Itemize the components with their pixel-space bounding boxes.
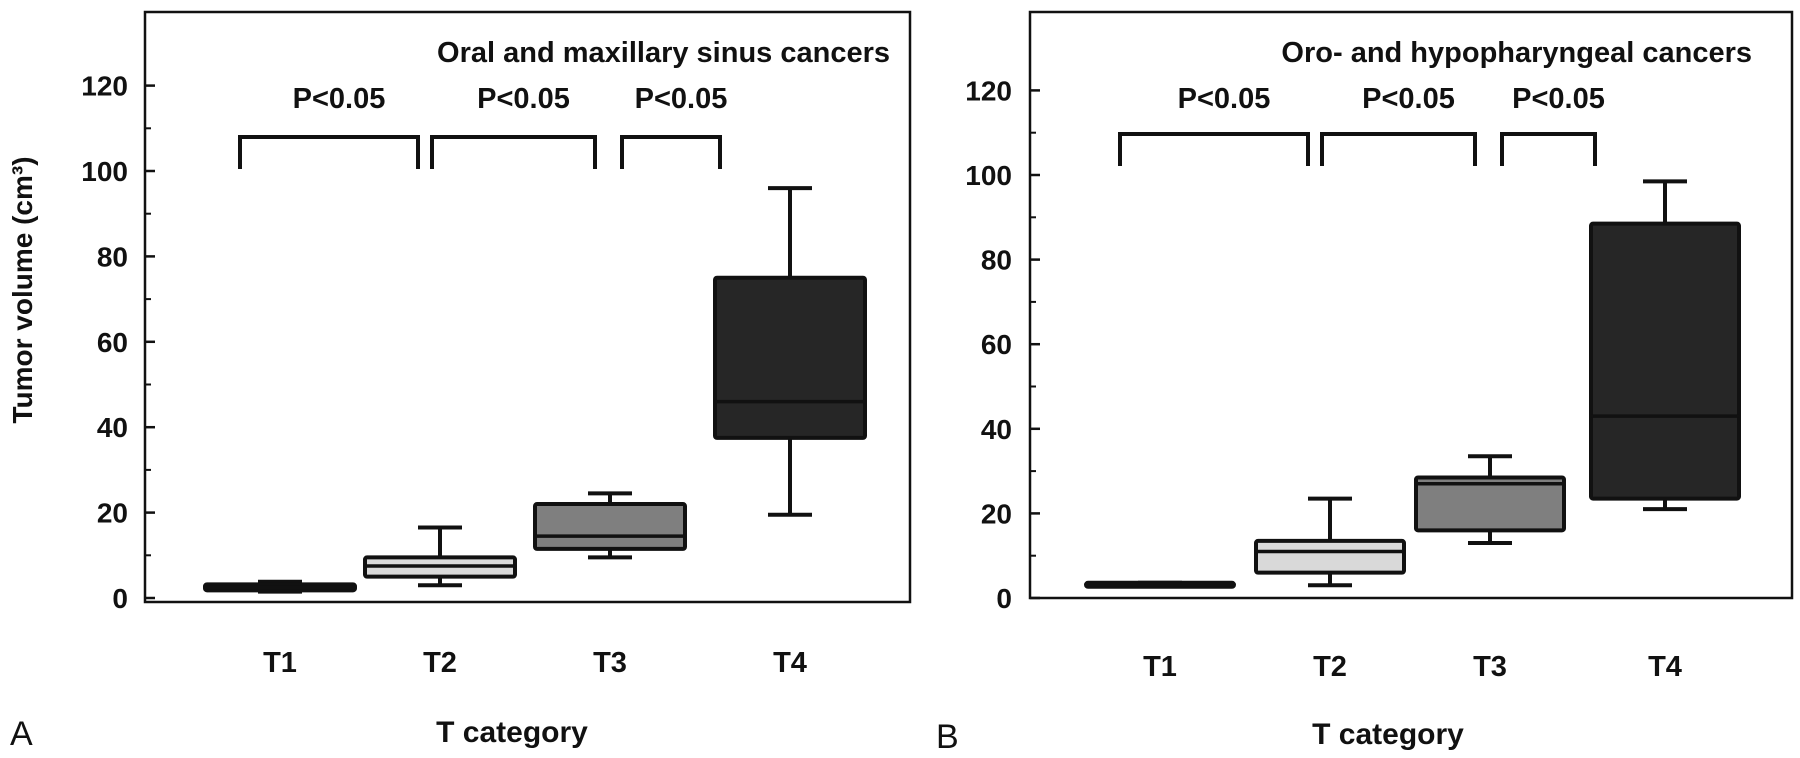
box-t3: [533, 502, 687, 551]
y-tick-label: 20: [981, 498, 1012, 529]
significance-bracket: [430, 135, 597, 169]
panel-title: Oro- and hypopharyngeal cancers: [1281, 37, 1752, 69]
y-tick-label: 60: [97, 327, 128, 358]
x-tick-label: T2: [423, 647, 457, 679]
y-tick-label: 100: [81, 156, 128, 187]
significance-bracket: [238, 135, 420, 169]
panel-b-letter: B: [936, 718, 959, 756]
panel-b: 0 20 40 60 80 100 120 Oro- and hypopharyngeal c…: [965, 10, 1794, 683]
p-value-label: P<0.05: [1512, 83, 1605, 115]
panel-a-letter: A: [10, 715, 33, 753]
box-t4: [1589, 221, 1741, 501]
plot-frame: [1028, 10, 1794, 600]
y-tick-label: 80: [981, 245, 1012, 276]
y-tick-label: 80: [97, 241, 128, 272]
y-tick-label: 0: [112, 583, 128, 614]
p-value-label: P<0.05: [293, 83, 386, 115]
x-tick-label: T4: [773, 647, 807, 679]
panel-b-x-axis-label: T category: [1312, 718, 1464, 751]
panel-a: 0 20 40 60 80 100 120 Oral and maxillary sinus …: [81, 10, 912, 679]
y-tick-label: 40: [981, 414, 1012, 445]
p-value-label: P<0.05: [635, 83, 728, 115]
p-value-label: P<0.05: [1362, 83, 1455, 115]
panel-a-x-axis-label: T category: [436, 716, 588, 749]
y-tick-label: 40: [97, 412, 128, 443]
panel-title: Oral and maxillary sinus cancers: [437, 37, 890, 69]
x-tick-label: T3: [1473, 651, 1507, 683]
significance-bracket: [1320, 132, 1477, 166]
y-tick-label: 20: [97, 498, 128, 529]
x-tick-label: T1: [263, 647, 297, 679]
y-tick-label: 120: [81, 71, 128, 102]
p-value-label: P<0.05: [1178, 83, 1271, 115]
y-tick-label: 120: [965, 75, 1012, 106]
plot-frame: [143, 10, 912, 604]
y-axis-label: Tumor volume (cm³): [7, 156, 38, 423]
significance-bracket: [1500, 132, 1597, 166]
x-tick-label: T3: [593, 647, 627, 679]
y-tick-label: 0: [996, 583, 1012, 614]
y-tick-label: 60: [981, 329, 1012, 360]
plots: 0 20 40 60 80 100 120 Oral and maxillary sinus …: [81, 10, 1794, 683]
x-tick-label: T4: [1648, 651, 1682, 683]
box-t3: [1414, 475, 1566, 533]
significance-bracket: [1118, 132, 1310, 166]
box-t2: [1254, 538, 1406, 575]
p-value-label: P<0.05: [477, 83, 570, 115]
x-tick-label: T2: [1313, 651, 1347, 683]
significance-bracket: [620, 135, 722, 169]
y-tick-label: 100: [965, 160, 1012, 191]
box-t4: [713, 275, 867, 440]
x-tick-label: T1: [1143, 651, 1177, 683]
